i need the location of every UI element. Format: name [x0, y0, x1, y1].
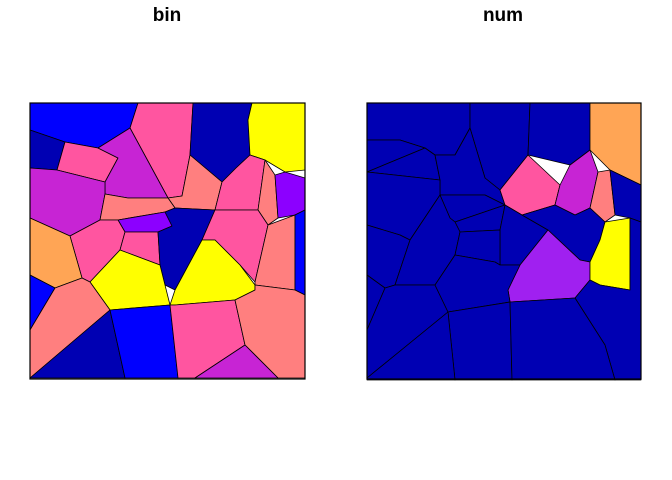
map-cell-num-27 — [509, 297, 616, 381]
map-cell-bin-19 — [294, 209, 306, 296]
map-cells-num — [366, 102, 642, 381]
panel-title-num: num — [483, 5, 523, 26]
map-cell-num-2 — [527, 102, 591, 166]
panel-num: num — [366, 5, 642, 381]
map-cell-num-9 — [589, 169, 616, 223]
map-cells-bin — [29, 102, 306, 379]
map-cell-bin-29 — [194, 344, 279, 379]
panel-bin: bin — [29, 5, 306, 380]
map-cell-num-26 — [366, 311, 456, 381]
map-frame-bin — [29, 102, 306, 380]
map-cell-num-25 — [447, 301, 513, 381]
map-frame-num — [366, 102, 642, 380]
panel-title-bin: bin — [153, 5, 182, 26]
map-cell-bin-9 — [257, 159, 279, 226]
map-cell-bin-10 — [274, 171, 306, 219]
